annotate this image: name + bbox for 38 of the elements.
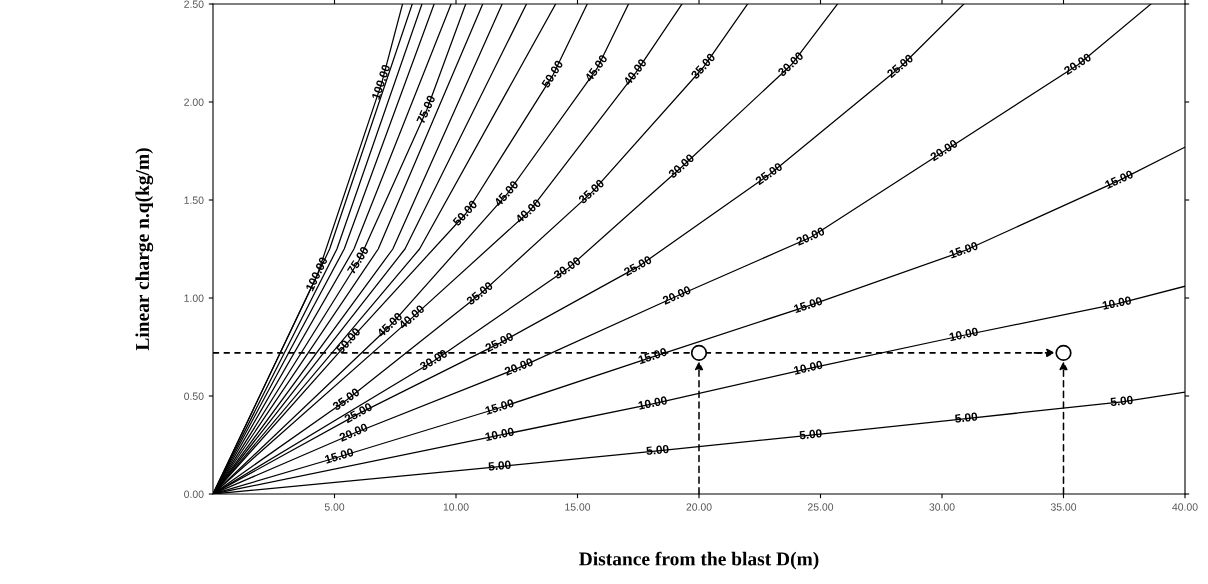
annotation: 30.00 (419, 348, 449, 371)
annotation: 15.00 (324, 447, 354, 464)
annotation: 20.00 (661, 285, 692, 305)
x-tick-label: 5.00 (324, 503, 345, 511)
annotation: 10.00 (949, 327, 979, 342)
x-tick-label: 40.00 (1172, 503, 1198, 511)
x-axis-title: Distance from the blast D(m) (579, 551, 819, 570)
y-tick-label: 2.00 (184, 98, 204, 106)
annotation: 5.00 (954, 412, 978, 423)
annotation: 5.00 (488, 460, 511, 471)
annotation: 25.00 (484, 332, 514, 353)
y-tick-label: 1.00 (184, 294, 204, 302)
annotation: 20.00 (503, 357, 534, 376)
annotation: 100.00 (371, 64, 391, 100)
y-tick-label: 0.50 (184, 392, 204, 400)
x-tick-label: 10.00 (443, 503, 469, 511)
annotation: 15.00 (793, 296, 823, 314)
annotation: 20.00 (795, 226, 826, 246)
y-tick-label: 2.50 (184, 0, 204, 8)
annotation: 20.00 (338, 422, 369, 442)
y-tick-label: 0.00 (184, 490, 204, 498)
annotation: 10.00 (638, 395, 668, 410)
x-tick-label: 15.00 (565, 503, 591, 511)
annotation: 15.00 (484, 398, 515, 415)
x-tick-label: 25.00 (807, 503, 834, 511)
x-tick-label: 20.00 (686, 503, 712, 511)
annotation: 5.00 (1110, 395, 1134, 407)
annotation: 15.00 (1104, 169, 1134, 190)
annotation: 5.00 (646, 444, 669, 456)
annotation: 15.00 (948, 241, 979, 259)
annotation: 10.00 (793, 360, 823, 375)
annotation: 75.00 (416, 94, 436, 125)
x-tick-label: 30.00 (929, 503, 955, 511)
annotation: 25.00 (623, 255, 653, 277)
x-tick-label: 35.00 (1050, 503, 1077, 511)
y-axis-title: Linear charge n.q(kg/m) (135, 148, 154, 351)
y-tick-label: 1.50 (184, 196, 204, 204)
annotation: 5.00 (799, 428, 823, 440)
